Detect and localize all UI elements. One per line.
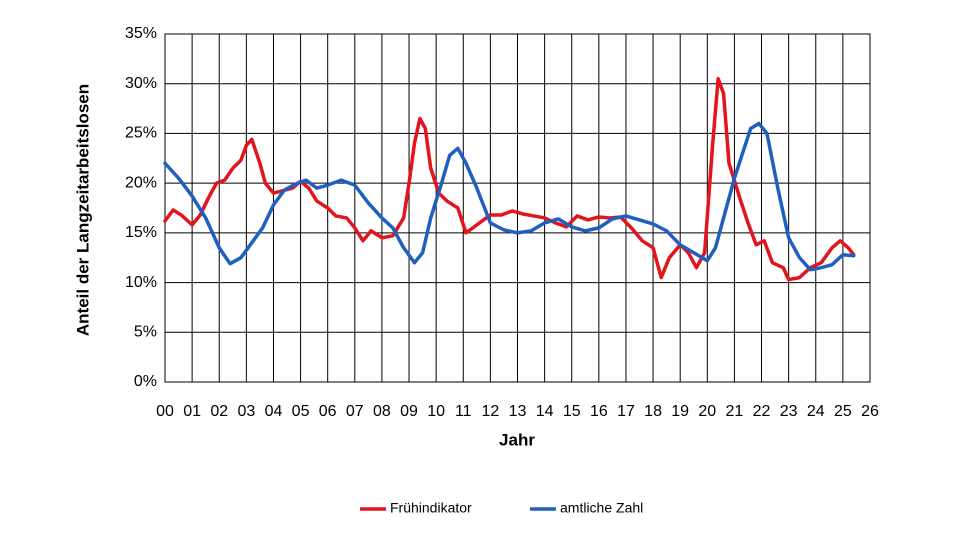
x-axis-label: Jahr <box>499 430 535 449</box>
y-tick-label: 35% <box>125 25 157 42</box>
x-tick-label: 04 <box>265 403 283 420</box>
legend-label: Frühindikator <box>390 500 472 516</box>
x-tick-label: 02 <box>210 403 228 420</box>
y-axis-label: Anteil der Langzeitarbeitslosen <box>73 84 92 336</box>
x-tick-label: 08 <box>373 403 391 420</box>
x-tick-label: 03 <box>237 403 255 420</box>
x-tick-label: 12 <box>481 403 499 420</box>
legend-label: amtliche Zahl <box>560 500 643 516</box>
x-tick-label: 06 <box>319 403 337 420</box>
x-tick-label: 19 <box>671 403 689 420</box>
x-tick-label: 20 <box>698 403 716 420</box>
x-tick-label: 22 <box>753 403 771 420</box>
x-tick-label: 00 <box>156 403 174 420</box>
x-tick-label: 09 <box>400 403 418 420</box>
x-tick-label: 15 <box>563 403 581 420</box>
y-tick-label: 0% <box>134 373 157 390</box>
x-tick-label: 25 <box>834 403 852 420</box>
y-tick-label: 30% <box>125 75 157 92</box>
x-tick-label: 21 <box>726 403 744 420</box>
x-tick-label: 24 <box>807 403 825 420</box>
series-line <box>163 121 856 272</box>
x-tick-label: 16 <box>590 403 608 420</box>
x-tick-label: 18 <box>644 403 662 420</box>
y-tick-label: 25% <box>125 125 157 142</box>
series-line <box>163 76 856 282</box>
x-tick-label: 14 <box>536 403 554 420</box>
x-tick-label: 11 <box>455 403 472 420</box>
y-tick-label: 10% <box>125 274 157 291</box>
x-tick-label: 23 <box>780 403 798 420</box>
x-tick-label: 01 <box>183 403 201 420</box>
y-tick-label: 20% <box>125 174 157 191</box>
x-tick-label: 17 <box>617 403 635 420</box>
x-tick-label: 10 <box>427 403 445 420</box>
x-tick-label: 26 <box>861 403 879 420</box>
y-tick-label: 15% <box>125 224 157 241</box>
x-tick-label: 13 <box>509 403 527 420</box>
plot-border <box>164 33 871 383</box>
y-tick-label: 5% <box>134 324 157 341</box>
x-tick-label: 07 <box>346 403 364 420</box>
x-tick-label: 05 <box>292 403 310 420</box>
